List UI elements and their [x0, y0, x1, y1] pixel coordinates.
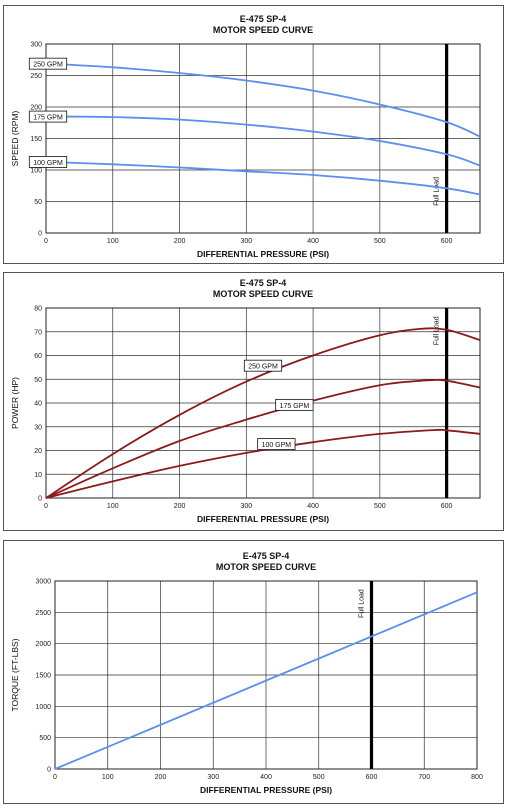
full-load-label: Full Load	[434, 177, 441, 206]
x-tick-label: 500	[374, 503, 386, 510]
y-tick-label: 100	[30, 168, 42, 175]
chart-title: E-475 SP-4	[240, 14, 287, 24]
x-tick-label: 500	[313, 774, 325, 781]
series-label-box	[28, 57, 68, 70]
series-line	[45, 62, 481, 138]
full-load-label: Full Load	[359, 589, 366, 618]
x-tick-label: 400	[307, 238, 319, 245]
x-tick-label: 400	[307, 503, 319, 510]
x-tick-label: 200	[174, 238, 186, 245]
series-label: 175 GPM	[280, 403, 310, 410]
x-tick-label: 600	[441, 503, 453, 510]
grid-lines	[54, 580, 478, 770]
y-tick-label: 250	[30, 73, 42, 80]
grid-lines	[45, 43, 480, 234]
series-label-box	[28, 156, 68, 168]
plot-frame	[45, 307, 481, 499]
series-label: 175 GPM	[33, 115, 63, 122]
y-tick-label: 30	[34, 424, 42, 431]
y-tick-label: 0	[38, 231, 42, 238]
y-tick-label: 10	[34, 472, 42, 479]
x-tick-label: 400	[260, 774, 272, 781]
y-tick-label: 40	[34, 401, 42, 408]
x-tick-label: 300	[207, 774, 219, 781]
chart-title: E-475 SP-4	[243, 551, 290, 561]
series-line	[45, 160, 481, 196]
series-line	[45, 115, 481, 167]
y-tick-label: 2500	[35, 610, 51, 617]
x-tick-label: 200	[155, 774, 167, 781]
speed-chart-panel: E-475 SP-4 MOTOR SPEED CURVE 0 100 200 300 400…	[3, 5, 504, 264]
y-tick-label: 200	[30, 105, 42, 112]
y-tick-label: 150	[30, 136, 42, 143]
y-tick-label: 1000	[35, 704, 51, 711]
series-label-box	[275, 398, 314, 411]
y-tick-label: 80	[34, 306, 42, 313]
series-line	[45, 327, 481, 499]
series-label: 250 GPM	[33, 62, 63, 69]
x-axis-label: DIFFERENTIAL PRESSURE (PSI)	[200, 785, 332, 795]
chart-subtitle: MOTOR SPEED CURVE	[216, 562, 316, 572]
x-tick-label: 100	[102, 774, 114, 781]
series-label-box	[243, 359, 283, 372]
x-tick-label: 600	[441, 238, 453, 245]
y-axis-label: TORQUE (FT-LBS)	[10, 638, 20, 711]
x-tick-label: 300	[240, 238, 252, 245]
x-axis-label: DIFFERENTIAL PRESSURE (PSI)	[197, 514, 329, 524]
y-tick-label: 20	[34, 448, 42, 455]
y-tick-label: 70	[34, 329, 42, 336]
x-tick-label: 300	[240, 503, 252, 510]
y-axis-label: POWER (HP)	[10, 377, 20, 429]
x-tick-label: 100	[107, 503, 119, 510]
y-tick-label: 3000	[35, 579, 51, 586]
x-tick-label: 0	[44, 238, 48, 245]
torque-chart-panel: E-475 SP-4 MOTOR SPEED CURVE 0 100 200 300 400…	[3, 540, 504, 804]
x-tick-label: 600	[366, 774, 378, 781]
series-label: 100 GPM	[262, 442, 292, 449]
power-chart-panel: E-475 SP-4 MOTOR SPEED CURVE 0 100 200 300 400…	[3, 272, 504, 531]
y-tick-label: 60	[34, 353, 42, 360]
series-label: 100 GPM	[33, 160, 63, 167]
series-line	[45, 428, 481, 499]
series-label: 250 GPM	[248, 364, 278, 371]
plot-frame	[54, 580, 478, 770]
x-tick-label: 700	[418, 774, 430, 781]
chart-subtitle: MOTOR SPEED CURVE	[213, 289, 313, 299]
y-tick-label: 0	[47, 767, 51, 774]
y-axis-label: SPEED (RPM)	[10, 110, 20, 166]
chart-title: E-475 SP-4	[240, 278, 287, 288]
y-tick-label: 2000	[35, 641, 51, 648]
y-tick-label: 50	[34, 199, 42, 206]
y-tick-label: 300	[30, 42, 42, 49]
series-line	[54, 591, 478, 770]
full-load-label: Full Load	[434, 316, 441, 345]
x-tick-label: 0	[44, 503, 48, 510]
y-tick-label: 0	[38, 496, 42, 503]
x-tick-label: 800	[471, 774, 483, 781]
x-axis-label: DIFFERENTIAL PRESSURE (PSI)	[197, 249, 329, 259]
x-tick-label: 100	[107, 238, 119, 245]
series-label-box	[257, 438, 296, 450]
x-tick-label: 0	[53, 774, 57, 781]
y-tick-label: 1500	[35, 673, 51, 680]
plot-frame	[45, 43, 481, 234]
x-tick-label: 200	[174, 503, 186, 510]
x-tick-label: 500	[374, 238, 386, 245]
y-tick-label: 500	[39, 735, 51, 742]
series-label-box	[28, 110, 68, 123]
y-tick-label: 50	[34, 377, 42, 384]
chart-subtitle: MOTOR SPEED CURVE	[213, 25, 313, 35]
